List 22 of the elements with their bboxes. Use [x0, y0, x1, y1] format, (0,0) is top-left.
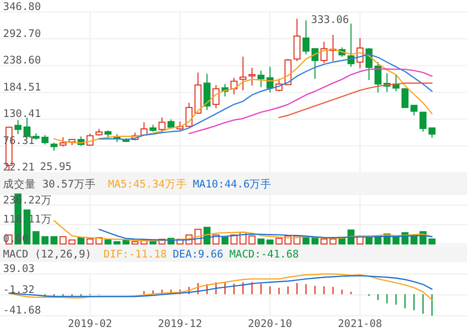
x-tick-label: 2020-10	[248, 318, 292, 330]
annotation: 25.95	[40, 160, 72, 173]
x-tick-label: 2019-12	[158, 318, 202, 330]
y-tick-label: -41.68	[3, 304, 41, 317]
x-tick-label: 2019-02	[68, 318, 112, 330]
text: MA5:45.34万手	[108, 178, 187, 190]
y-tick-label: 292.70	[3, 28, 41, 40]
chart-title: MACD (12,26,9)	[3, 248, 92, 260]
y-tick-label: 0.00	[3, 233, 28, 245]
y-tick-label: 238.60	[3, 54, 41, 67]
text: DEA:9.66	[172, 248, 224, 260]
x-tick-label: 2021-08	[338, 318, 382, 330]
y-tick-label: 346.80	[3, 1, 41, 13]
text: MA10:44.6万手	[192, 178, 272, 190]
annotation: 333.06	[311, 14, 349, 26]
chart-title: 成交量 30.57万手	[3, 178, 96, 190]
text: MACD:-41.68	[229, 248, 299, 260]
y-tick-label: -1.32	[3, 284, 35, 296]
y-tick-label: 130.41	[3, 108, 41, 120]
y-tick-label: 39.03	[3, 263, 35, 275]
y-tick-label: 184.51	[3, 81, 41, 94]
text: DIF:-11.18	[104, 248, 167, 260]
